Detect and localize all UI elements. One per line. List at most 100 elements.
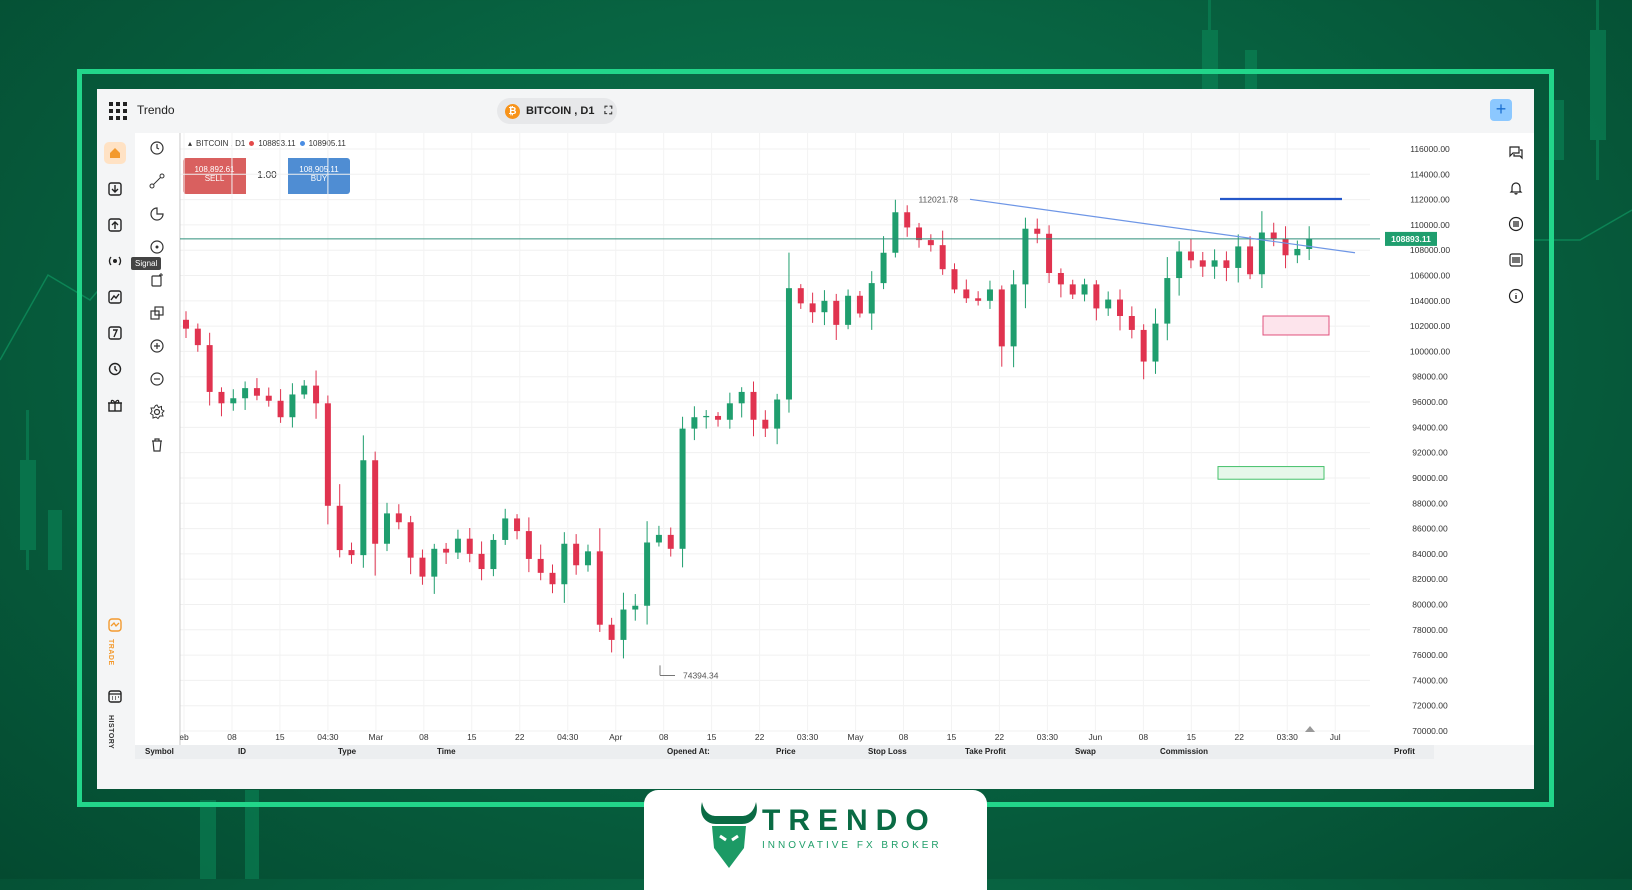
lot-size-input[interactable]: 1.00 (246, 158, 288, 194)
chart-bid: 108893.11 (258, 139, 296, 148)
symbol-selector[interactable]: ₿ BITCOIN , D1 ⛶ (497, 98, 617, 124)
add-button[interactable]: + (1490, 99, 1512, 121)
candle-body (383, 513, 390, 544)
zoom-in-icon[interactable] (147, 336, 167, 356)
fullscreen-icon[interactable]: ⛶ (604, 104, 613, 117)
candle-body (1223, 260, 1230, 268)
candle-body (1211, 260, 1218, 267)
layers-tool-icon[interactable] (147, 303, 167, 323)
price-chart[interactable]: ▴ BITCOIN , D1 108893.11 108905.11 108,8… (180, 133, 1477, 745)
candle-body (395, 513, 402, 523)
price-tick-label: 94000.00 (1412, 422, 1448, 432)
chart-icon[interactable] (104, 286, 126, 308)
candle-body (1128, 316, 1135, 330)
candle-body (750, 391, 757, 420)
bell-icon[interactable] (1507, 179, 1525, 197)
zoom-out-icon[interactable] (147, 369, 167, 389)
news-list-icon[interactable] (1507, 215, 1525, 233)
ask-dot-icon (299, 141, 305, 146)
calendar-7-icon[interactable] (104, 322, 126, 344)
history-icon[interactable] (104, 358, 126, 380)
add-indicator-icon[interactable] (147, 270, 167, 290)
settings-gear-icon[interactable] (147, 402, 167, 422)
col-opened-at: Opened At: (667, 747, 710, 756)
trash-icon[interactable] (147, 435, 167, 455)
bitcoin-icon: ₿ (505, 103, 520, 119)
candle-body (407, 522, 414, 558)
pie-tool-icon[interactable] (147, 204, 167, 224)
candle-body (1306, 238, 1313, 249)
collapse-caret-icon[interactable]: ▴ (188, 139, 193, 148)
candle-body (880, 252, 887, 284)
history-label[interactable]: HISTORY (107, 715, 114, 750)
info-icon[interactable] (1507, 287, 1525, 305)
price-tick-label: 100000.00 (1410, 346, 1450, 356)
col-symbol: Symbol (145, 747, 174, 756)
crosshair-tool-icon[interactable] (147, 237, 167, 257)
deposit-icon[interactable] (104, 178, 126, 200)
candle-body (242, 388, 249, 399)
watchlist-icon[interactable] (1507, 251, 1525, 269)
candle-body (726, 403, 733, 420)
candle-body (1199, 260, 1206, 267)
trade-label[interactable]: TRADE (107, 639, 114, 666)
apps-grid-icon[interactable] (109, 102, 127, 120)
sell-button[interactable]: 108,892.61 SELL (183, 158, 246, 194)
buy-price: 108,905.11 (299, 165, 339, 174)
buy-button[interactable]: 108,905.11 BUY (288, 158, 350, 194)
logo-tagline: INNOVATIVE FX BROKER (762, 840, 942, 851)
trendo-logo-card: TRENDO INNOVATIVE FX BROKER (644, 790, 987, 890)
time-tick-label: 15 (467, 732, 477, 742)
candle-body (1235, 246, 1242, 268)
withdraw-icon[interactable] (104, 214, 126, 236)
time-tick-label: 08 (1139, 732, 1149, 742)
candle-body (514, 518, 521, 532)
time-tick-label: 15 (1187, 732, 1197, 742)
gift-icon[interactable] (104, 394, 126, 416)
price-tick-label: 72000.00 (1412, 701, 1448, 711)
time-tick-label: 22 (995, 732, 1005, 742)
signal-broadcast-icon[interactable] (104, 250, 126, 272)
sell-zone-box (1262, 315, 1330, 336)
signal-tooltip: Signal (131, 257, 162, 270)
clock-tool-icon[interactable] (147, 138, 167, 158)
col-price: Price (776, 747, 796, 756)
time-tick-label: 15 (947, 732, 957, 742)
candle-body (1164, 278, 1171, 324)
price-tick-label: 104000.00 (1410, 296, 1450, 306)
chat-icon[interactable] (1507, 143, 1525, 161)
price-tick-label: 78000.00 (1412, 625, 1448, 635)
time-tick-label: 15 (707, 732, 717, 742)
candle-body (1152, 323, 1159, 362)
candle-body (986, 289, 993, 301)
time-tick-label: 08 (419, 732, 429, 742)
buy-zone-box (1217, 466, 1325, 480)
col-commission: Commission (1160, 747, 1209, 756)
candle-body (443, 548, 450, 553)
candle-body (762, 419, 769, 429)
candle-body (1081, 284, 1088, 295)
logo-wordmark: TRENDO (762, 804, 937, 837)
candle-body (1069, 284, 1076, 295)
candle-body (1270, 232, 1277, 239)
col-stop-loss: Stop Loss (868, 747, 907, 756)
candle-body (289, 394, 296, 418)
time-tick-label: 22 (1235, 732, 1245, 742)
time-tick-label: Apr (609, 732, 622, 742)
current-price-tag-text: 108893.11 (1391, 234, 1431, 244)
candle-body (1046, 233, 1053, 273)
candle-body (525, 531, 532, 559)
candle-body (336, 505, 343, 551)
price-tick-label: 74000.00 (1412, 675, 1448, 685)
col-time: Time (437, 747, 456, 756)
price-tick-label: 108000.00 (1410, 245, 1450, 255)
home-icon[interactable] (104, 142, 126, 164)
candle-body (265, 395, 272, 401)
candle-body (904, 212, 911, 228)
trendline-tool-icon[interactable] (147, 171, 167, 191)
candle-body (1294, 248, 1301, 256)
trade-icon[interactable] (104, 614, 126, 636)
history-calendar-icon[interactable] (104, 685, 126, 707)
candle-body (833, 300, 840, 325)
col-id: ID (238, 747, 246, 756)
